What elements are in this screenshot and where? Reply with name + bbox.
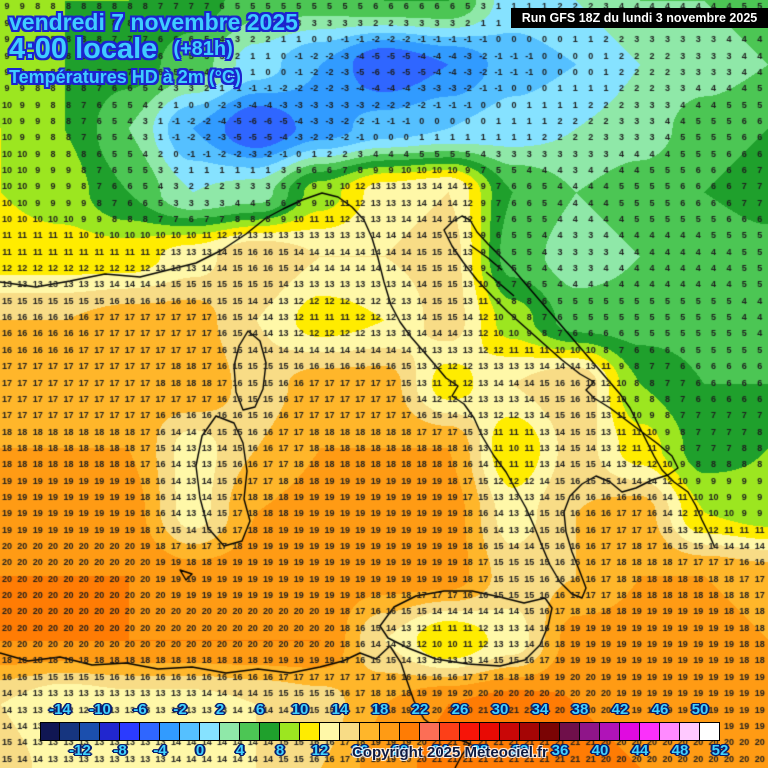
colorbar-cell: [340, 722, 360, 741]
colorbar-tick-label: -6: [133, 701, 147, 718]
colorbar-tick-label: 30: [491, 701, 509, 718]
colorbar-cell: [520, 722, 540, 741]
colorbar-cell: [600, 722, 620, 741]
colorbar-cell: [580, 722, 600, 741]
colorbar-tick-label: 40: [591, 742, 609, 759]
colorbar-tick-label: 36: [551, 742, 569, 759]
colorbar-cell: [440, 722, 460, 741]
model-run-badge: Run GFS 18Z du lundi 3 novembre 2025: [511, 8, 768, 28]
colorbar-tick-label: 6: [255, 701, 265, 718]
colorbar-cell: [700, 722, 720, 741]
colorbar-tick-label: 46: [651, 701, 669, 718]
colorbar-cell: [100, 722, 120, 741]
forecast-offset-label: (+81h): [173, 38, 233, 60]
variable-label: Températures HD à 2m (°C): [9, 67, 241, 87]
colorbar-tick-label: 26: [451, 701, 469, 718]
colorbar-cell: [220, 722, 240, 741]
colorbar-tick-label: 16: [351, 742, 369, 759]
colorbar-cell: [260, 722, 280, 741]
colorbar-tick-label: 4: [235, 742, 245, 759]
colorbar-tick-label: 22: [411, 701, 429, 718]
colorbar-cell: [300, 722, 320, 741]
colorbar-tick-label: -14: [49, 701, 71, 718]
colorbar-cell: [640, 722, 660, 741]
colorbar-cell: [60, 722, 80, 741]
colorbar-tick-label: 8: [275, 742, 285, 759]
valid-time-text: 4:00 locale: [9, 33, 158, 65]
colorbar-tick-label: 20: [391, 742, 409, 759]
colorbar-cell: [480, 722, 500, 741]
colorbar-tick-label: 48: [671, 742, 689, 759]
colorbar-tick-label: 28: [471, 742, 489, 759]
colorbar-cell: [40, 722, 60, 741]
colorbar-cell: [80, 722, 100, 741]
colorbar-cell: [560, 722, 580, 741]
colorbar-tick-label: 34: [531, 701, 549, 718]
colorbar-cell: [180, 722, 200, 741]
temperature-colorbar: [40, 722, 720, 741]
colorbar-cell: [140, 722, 160, 741]
colorbar-cell: [160, 722, 180, 741]
colorbar-tick-label: 24: [431, 742, 449, 759]
colorbar-cell: [680, 722, 700, 741]
colorbar-cell: [200, 722, 220, 741]
colorbar-cell: [320, 722, 340, 741]
colorbar-cell: [400, 722, 420, 741]
colorbar-tick-label: -10: [89, 701, 111, 718]
colorbar-cell: [380, 722, 400, 741]
colorbar-cell: [420, 722, 440, 741]
colorbar-cell: [120, 722, 140, 741]
colorbar-cell: [660, 722, 680, 741]
colorbar-tick-label: 2: [215, 701, 225, 718]
colorbar-cell: [540, 722, 560, 741]
colorbar-tick-label: 42: [611, 701, 629, 718]
colorbar-tick-label: -4: [153, 742, 167, 759]
colorbar-tick-label: -8: [113, 742, 127, 759]
colorbar-tick-label: 14: [331, 701, 349, 718]
colorbar-tick-label: 44: [631, 742, 649, 759]
colorbar-cell: [620, 722, 640, 741]
colorbar-tick-label: 18: [371, 701, 389, 718]
colorbar-tick-label: 52: [711, 742, 729, 759]
copyright-label: Copyright 2025 Meteociel.fr: [352, 744, 548, 761]
colorbar-tick-label: 12: [311, 742, 329, 759]
colorbar-tick-label: -2: [173, 701, 187, 718]
colorbar-tick-label: 10: [291, 701, 309, 718]
colorbar-tick-label: 50: [691, 701, 709, 718]
colorbar-cell: [460, 722, 480, 741]
valid-date-label: vendredi 7 novembre 2025: [9, 9, 298, 35]
colorbar-cell: [280, 722, 300, 741]
colorbar-tick-label: 32: [511, 742, 529, 759]
colorbar-tick-label: 0: [195, 742, 205, 759]
colorbar-cell: [240, 722, 260, 741]
colorbar-tick-label: -12: [69, 742, 91, 759]
colorbar-tick-label: 38: [571, 701, 589, 718]
colorbar-cell: [360, 722, 380, 741]
colorbar-cell: [500, 722, 520, 741]
valid-time-label: 4:00 locale (+81h): [9, 33, 233, 66]
